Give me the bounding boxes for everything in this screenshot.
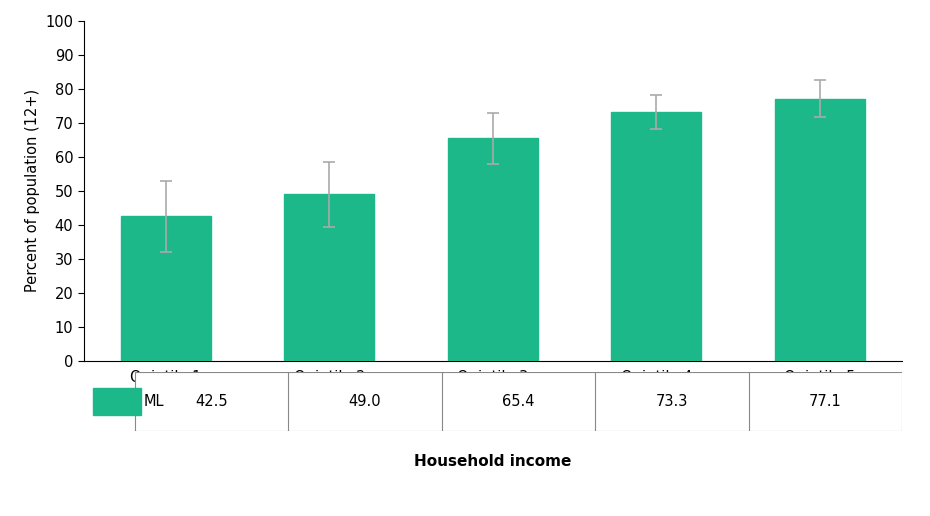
Text: 42.5: 42.5 [195,394,228,409]
Bar [448,138,538,361]
Text: Household income: Household income [414,454,572,470]
Text: 73.3: 73.3 [656,394,688,409]
Text: 49.0: 49.0 [349,394,381,409]
Text: ML: ML [144,394,165,409]
Bar [121,217,211,361]
Y-axis label: Percent of population (12+): Percent of population (12+) [25,89,40,293]
Bar [93,388,141,414]
Text: 65.4: 65.4 [502,394,535,409]
Bar [775,99,865,361]
Text: 77.1: 77.1 [809,394,842,409]
Bar [285,195,375,361]
Bar [611,111,701,361]
